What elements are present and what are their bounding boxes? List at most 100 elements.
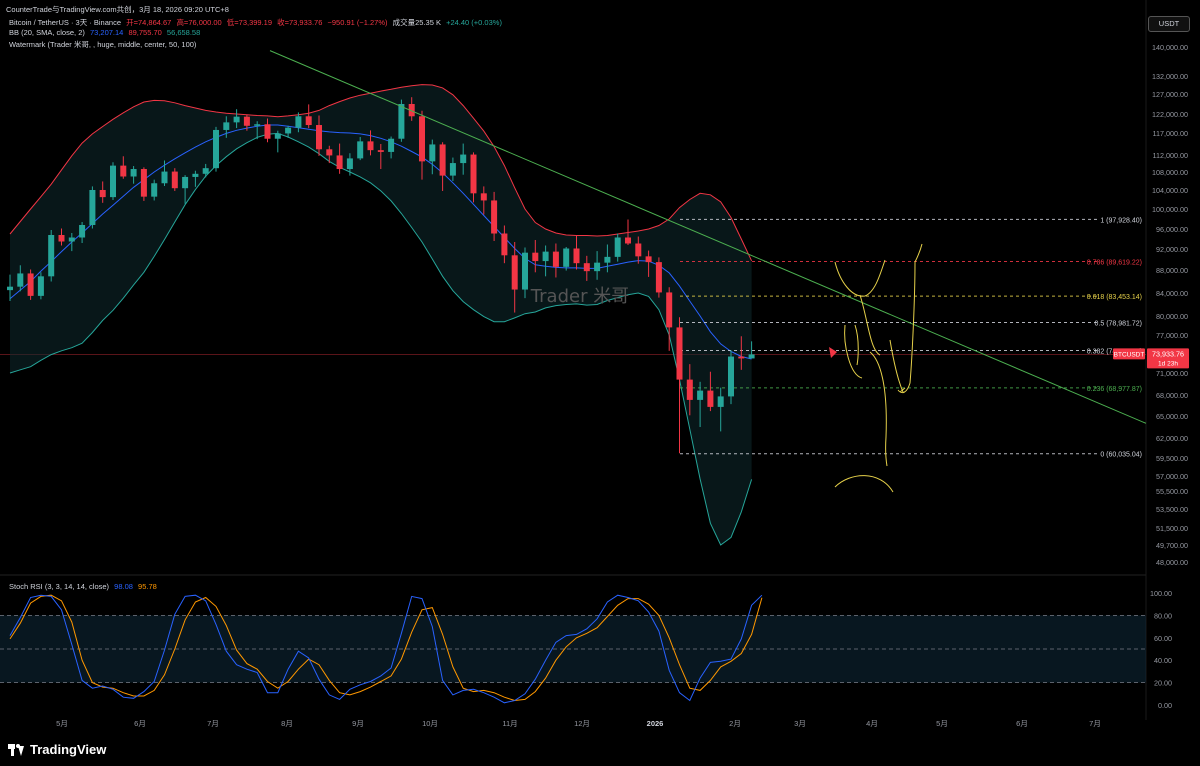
rsi-tick-5: 0.00 (1158, 701, 1172, 710)
candle (182, 175, 189, 204)
candle (346, 153, 353, 176)
candle (460, 143, 467, 175)
bb-band-fill (10, 84, 752, 545)
time-tick-9: 2月 (729, 719, 741, 728)
candle-body (254, 124, 261, 126)
rsi-k-value: 98.08 (114, 582, 133, 591)
rsi-tick-0: 100.00 (1150, 589, 1172, 598)
price-tick-13: 80,000.00 (1156, 312, 1188, 321)
high-value: 高=76,000.00 (176, 18, 222, 27)
candle (79, 222, 86, 243)
tradingview-brand: TradingView (30, 742, 107, 757)
projection-path-6 (897, 243, 923, 394)
candle (666, 287, 673, 351)
candle (604, 244, 611, 273)
candle-body (140, 169, 147, 197)
price-axis: 140,000.00 132,000.00 127,000.00 122,000.00… (1113, 43, 1189, 567)
trend-line (269, 50, 1147, 424)
price-tick-4: 117,000.00 (1153, 129, 1188, 138)
candle (58, 228, 65, 246)
bb-fill (10, 84, 752, 545)
candle-body (68, 237, 75, 242)
candle (625, 219, 631, 245)
time-tick-0: 5月 (56, 719, 68, 728)
candle (738, 336, 745, 370)
candle-body (274, 133, 281, 139)
candles (7, 97, 755, 454)
candle (336, 143, 343, 174)
candle-body (666, 292, 673, 328)
fib-label-6: 0 (60,035.04) (1100, 452, 1142, 459)
candle-body (357, 141, 364, 159)
rsi-label[interactable]: Stoch RSI (3, 3, 14, 14, close) (9, 582, 110, 591)
rsi-tick-3: 40.00 (1154, 656, 1172, 665)
candle (522, 247, 528, 299)
candle (501, 225, 508, 264)
projection-path-1 (834, 259, 886, 297)
fib-label-2: 0.618 (83,453.14) (1087, 294, 1142, 301)
price-tick-9: 96,000.00 (1156, 225, 1188, 234)
candle-body (336, 155, 343, 170)
time-tick-4: 9月 (352, 719, 364, 728)
price-tick-8: 100,000.00 (1152, 205, 1188, 214)
time-tick-1: 6月 (134, 719, 146, 728)
candle-body (285, 127, 292, 134)
candle-body (419, 116, 425, 162)
candle (161, 160, 168, 186)
candle (305, 104, 312, 129)
time-tick-3: 8月 (281, 719, 293, 728)
candle (717, 387, 724, 432)
candle (552, 243, 559, 278)
candle (223, 116, 230, 138)
fib-levels: 1 (97,928.40) 0.786 (89,619.22) 0.618 (83,… (680, 217, 1142, 459)
candle-body (625, 237, 631, 244)
candle-body (326, 149, 333, 156)
candle (192, 170, 199, 187)
candle-body (408, 104, 415, 117)
rsi-tick-4: 20.00 (1154, 679, 1172, 688)
candle-body (223, 122, 230, 130)
price-tick-14: 77,000.00 (1156, 331, 1188, 340)
candle (728, 350, 734, 405)
price-tick-11: 88,000.00 (1156, 266, 1188, 275)
price-tick-7: 104,000.00 (1152, 186, 1188, 195)
watermark-legend: Watermark (Trader 米哥, , huge, middle, ce… (9, 39, 196, 50)
price-tick-18: 62,000.00 (1156, 434, 1188, 443)
candle (614, 233, 621, 262)
candle (419, 110, 425, 180)
candle-body (377, 150, 384, 152)
price-tick-10: 92,000.00 (1156, 245, 1188, 254)
volume-value: 成交量25.35 K (392, 18, 441, 27)
tradingview-logo[interactable]: TradingView (8, 742, 106, 757)
candle (99, 181, 106, 203)
open-value: 开=74,864.67 (126, 18, 172, 27)
candle (151, 179, 158, 201)
candle (686, 364, 693, 416)
bb-label[interactable]: BB (20, SMA, close, 2) (9, 28, 85, 37)
time-axis: 5月 6月 7月 8月 9月 10月 11月 12月 2026 2月 3月 4月 5月 6月 7月 (56, 719, 1101, 728)
candle (213, 126, 219, 172)
rsi-k-line (9, 594, 763, 704)
candle-body (27, 273, 34, 296)
candle-body (264, 124, 271, 139)
candle-body (58, 235, 65, 242)
candle-body (388, 138, 395, 152)
symbol-name[interactable]: Bitcoin / TetherUS · 3天 · Binance (9, 18, 121, 27)
price-tick-19: 59,500.00 (1156, 454, 1188, 463)
rsi-d-value: 95.78 (138, 582, 157, 591)
candle-body (233, 116, 240, 123)
candle-body (552, 251, 559, 267)
candle (202, 163, 209, 178)
time-tick-13: 6月 (1016, 719, 1028, 728)
price-tick-15: 71,000.00 (1156, 369, 1188, 378)
candle-body (614, 237, 621, 257)
candle-body (738, 356, 745, 359)
candle-body (295, 116, 302, 128)
price-chart[interactable]: 1 (97,928.40) 0.786 (89,619.22) 0.618 (83,… (0, 0, 1200, 734)
symbol-tag-text: BTCUSDT (1114, 351, 1145, 358)
price-tick-2: 127,000.00 (1152, 90, 1188, 99)
rsi-legend: Stoch RSI (3, 3, 14, 14, close) 98.08 95… (9, 582, 157, 591)
candle (408, 97, 415, 121)
currency-selector[interactable]: USDT (1148, 16, 1190, 32)
watermark-label[interactable]: Watermark (Trader 米哥, , huge, middle, ce… (9, 40, 197, 49)
